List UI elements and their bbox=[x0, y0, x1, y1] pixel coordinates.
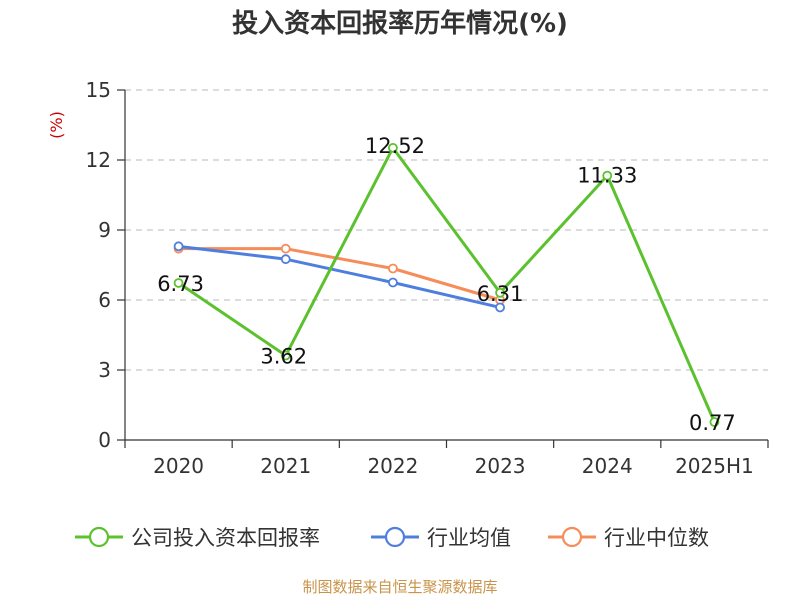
data-label: 11.33 bbox=[577, 164, 637, 188]
y-tick-label: 3 bbox=[98, 358, 111, 382]
series-line bbox=[177, 146, 716, 424]
data-label: 6.73 bbox=[157, 272, 204, 296]
data-point bbox=[388, 263, 398, 274]
series-1 bbox=[173, 142, 720, 427]
data-point bbox=[709, 417, 720, 427]
legend-marker bbox=[561, 526, 583, 548]
data-label: 12.52 bbox=[365, 134, 425, 158]
legend-marker bbox=[384, 526, 406, 548]
data-point bbox=[495, 287, 505, 298]
y-tick-label: 15 bbox=[86, 78, 111, 102]
y-tick-label: 12 bbox=[86, 148, 111, 172]
legend-item[interactable]: 公司投入资本回报率 bbox=[75, 526, 320, 550]
legend-label: 行业均值 bbox=[427, 526, 511, 550]
legend-marker bbox=[88, 526, 110, 548]
data-label: 3.62 bbox=[260, 345, 307, 369]
data-point bbox=[388, 277, 398, 288]
x-tick-label: 2024 bbox=[582, 454, 633, 478]
data-point bbox=[495, 302, 505, 313]
data-point bbox=[388, 142, 398, 153]
axes: 0 3 6 9 12 15 2020 2021 2022 2023 2024 2025H1 bbox=[86, 78, 769, 478]
x-tick-label: 2025H1 bbox=[675, 454, 754, 478]
data-point bbox=[280, 350, 291, 361]
chart-title: 投入资本回报率历年情况(%) bbox=[232, 8, 568, 39]
y-tick-label: 9 bbox=[98, 218, 111, 242]
data-point bbox=[173, 278, 184, 288]
data-label: 0.77 bbox=[689, 411, 736, 435]
data-point bbox=[280, 254, 291, 265]
legend-label: 公司投入资本回报率 bbox=[131, 526, 320, 550]
series-lines bbox=[173, 142, 720, 427]
data-point bbox=[602, 170, 613, 181]
series-line bbox=[177, 247, 502, 302]
gridlines bbox=[125, 89, 768, 371]
data-point bbox=[280, 243, 291, 254]
data-label: 6.31 bbox=[477, 282, 524, 306]
data-labels: 6.73 3.62 12.52 6.31 11.33 0.77 bbox=[157, 134, 736, 435]
legend-label: 行业中位数 bbox=[604, 526, 709, 550]
series-line bbox=[177, 244, 502, 309]
x-tick-label: 2021 bbox=[260, 454, 311, 478]
y-axis-label: (%) bbox=[47, 111, 66, 139]
y-tick-label: 6 bbox=[98, 288, 111, 312]
x-tick-label: 2023 bbox=[475, 454, 526, 478]
x-tick-label: 2020 bbox=[153, 454, 204, 478]
x-tick-label: 2022 bbox=[367, 454, 418, 478]
source-note: 制图数据来自恒生聚源数据库 bbox=[302, 578, 497, 596]
legend-item[interactable]: 行业中位数 bbox=[548, 526, 709, 550]
y-tick-label: 0 bbox=[98, 428, 111, 452]
data-point bbox=[173, 241, 184, 252]
legend-item[interactable]: 行业均值 bbox=[371, 526, 511, 550]
legend[interactable]: 公司投入资本回报率 行业均值 行业中位数 bbox=[75, 526, 709, 550]
series-2 bbox=[173, 241, 505, 313]
